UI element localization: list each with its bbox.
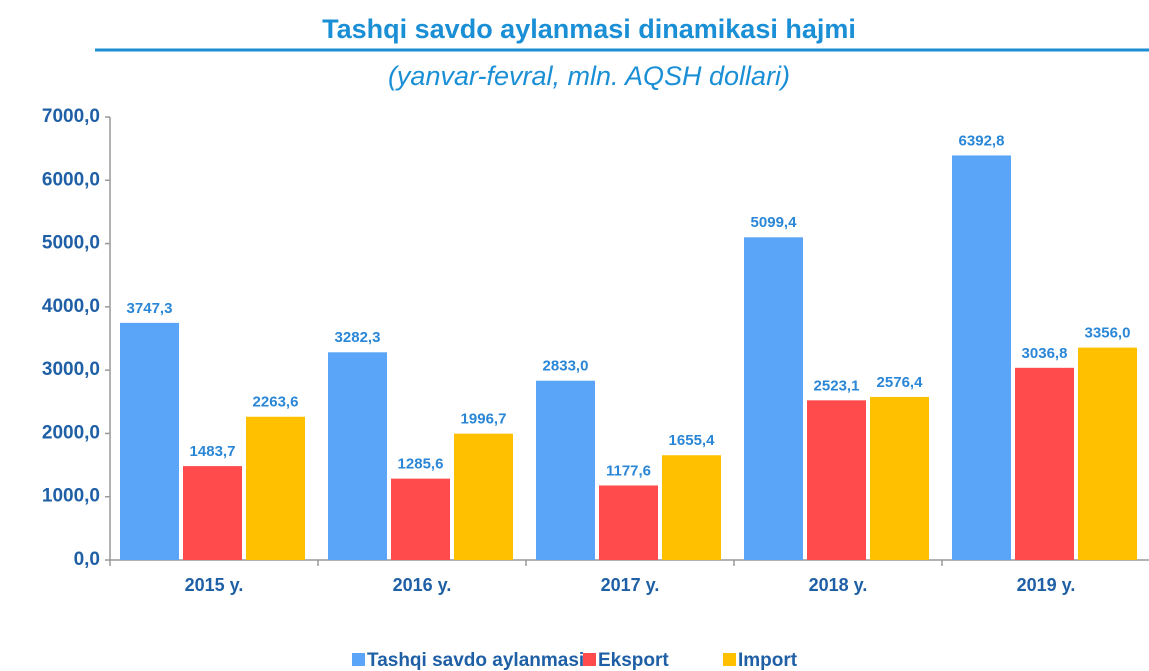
bar — [744, 237, 803, 560]
x-tick-label: 2016 y. — [393, 575, 452, 595]
x-tick-label: 2015 y. — [185, 575, 244, 595]
bar — [183, 466, 242, 560]
data-label: 1483,7 — [190, 443, 236, 460]
y-tick-label: 7000,0 — [42, 106, 100, 127]
data-label: 3747,3 — [127, 300, 173, 317]
data-label: 3356,0 — [1085, 325, 1131, 342]
bar — [870, 396, 929, 560]
data-label: 5099,4 — [751, 214, 798, 231]
y-tick-label: 6000,0 — [42, 169, 100, 190]
data-label: 3036,8 — [1022, 345, 1068, 362]
data-label: 2263,6 — [253, 394, 299, 411]
data-label: 3282,3 — [335, 329, 381, 346]
data-label: 1285,6 — [398, 456, 444, 473]
bar — [536, 380, 595, 560]
y-tick-label: 2000,0 — [42, 422, 100, 443]
bar — [1015, 367, 1074, 560]
x-tick-label: 2017 y. — [601, 575, 660, 595]
y-tick-label: 0,0 — [74, 549, 100, 570]
bar — [952, 155, 1011, 561]
legend-label: Eksport — [598, 650, 669, 671]
x-tick-label: 2019 y. — [1017, 575, 1076, 595]
data-label: 6392,8 — [959, 132, 1005, 149]
chart-subtitle: (yanvar-fevral, mln. AQSH dollari) — [388, 61, 790, 91]
data-label: 2523,1 — [814, 377, 860, 394]
y-tick-label: 3000,0 — [42, 359, 100, 380]
bar — [662, 455, 721, 560]
data-label: 1655,4 — [669, 432, 716, 449]
legend-swatch — [352, 653, 365, 666]
bar — [246, 416, 305, 560]
legend-swatch — [723, 653, 736, 666]
bar — [120, 322, 179, 560]
bar — [391, 478, 450, 560]
data-label: 1996,7 — [461, 411, 507, 428]
bar — [1078, 347, 1137, 560]
legend-label: Tashqi savdo aylanmasi — [367, 650, 584, 671]
bar — [454, 433, 513, 560]
x-tick-label: 2018 y. — [809, 575, 868, 595]
legend-swatch — [583, 653, 596, 666]
y-tick-label: 4000,0 — [42, 296, 100, 317]
y-tick-label: 5000,0 — [42, 233, 100, 254]
y-tick-label: 1000,0 — [42, 486, 100, 507]
data-label: 1177,6 — [606, 462, 651, 479]
bar — [599, 485, 658, 560]
data-label: 2833,0 — [543, 358, 589, 375]
bar — [328, 352, 387, 560]
bar — [807, 400, 866, 560]
legend-label: Import — [738, 650, 798, 671]
chart-title: Tashqi savdo aylanmasi dinamikasi hajmi — [322, 14, 856, 44]
data-label: 2576,4 — [877, 374, 924, 391]
